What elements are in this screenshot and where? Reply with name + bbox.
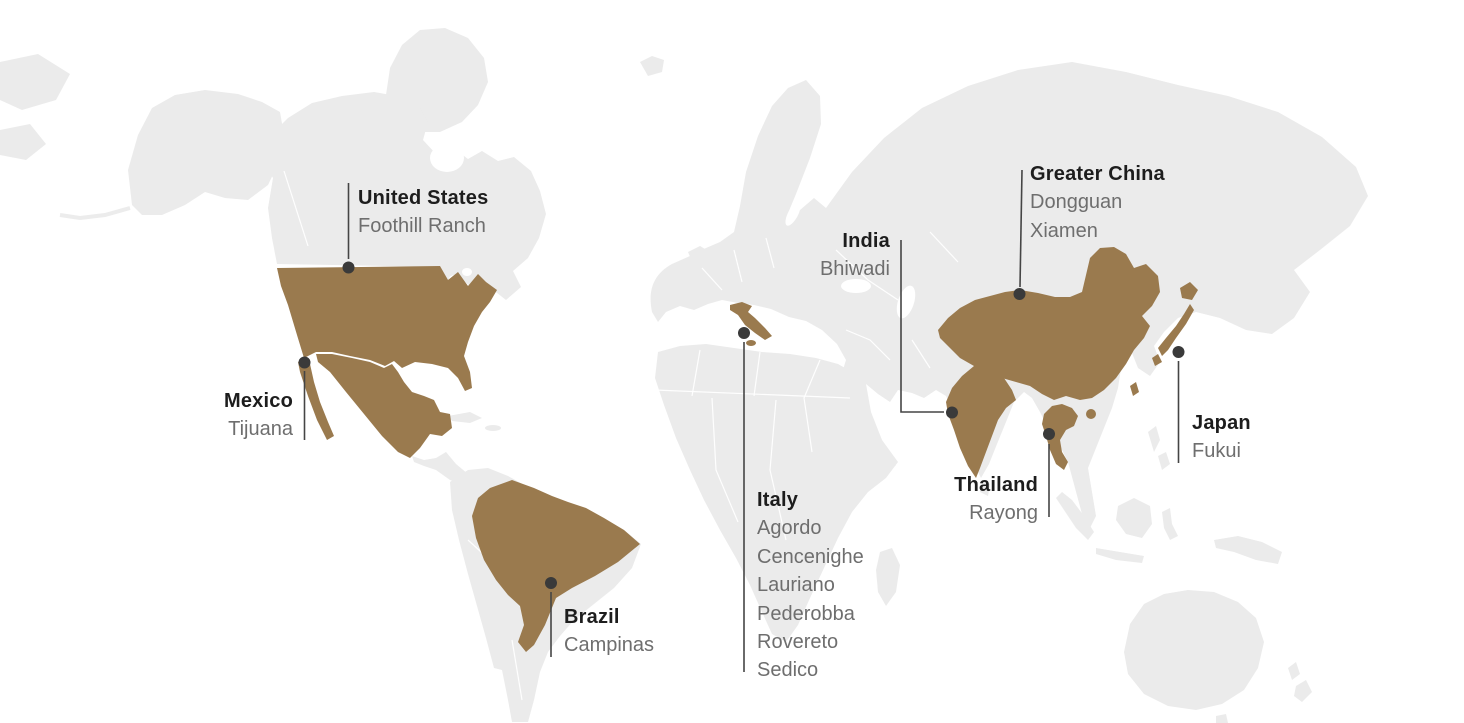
leader-line-greater-china	[1019, 169, 1023, 288]
map-continents	[0, 28, 1368, 723]
map-china-shape	[938, 247, 1160, 400]
label-mexico: Mexico Tijuana	[93, 387, 293, 444]
map-new-guinea-shape	[1214, 536, 1282, 564]
map-baja-california-shape	[298, 360, 334, 440]
map-united-states-shape	[277, 266, 497, 391]
map-italy-shape	[730, 302, 772, 340]
country-label: Thailand	[954, 474, 1038, 496]
country-borders	[283, 170, 959, 701]
map-alaska-shape	[128, 90, 284, 215]
city-label: Xiamen	[1030, 219, 1098, 242]
map-japan-kyushu-shape	[1152, 354, 1162, 366]
map-taiwan-shape	[1130, 382, 1139, 396]
map-cuba-shape	[448, 412, 482, 423]
marker-brazil	[545, 577, 557, 589]
marker-italy	[738, 327, 750, 339]
map-uk-shape	[688, 246, 712, 290]
map-borneo-shape	[1116, 498, 1152, 538]
city-label: Bhiwadi	[819, 258, 890, 281]
marker-thailand	[1043, 428, 1055, 440]
map-india-shape	[946, 360, 1016, 478]
country-label: United States	[358, 187, 489, 209]
label-thailand: Thailand Rayong	[838, 471, 1038, 528]
country-label: Italy	[757, 489, 799, 511]
country-label: India	[842, 230, 890, 252]
marker-india	[946, 406, 958, 419]
map-sumatra-shape	[1056, 492, 1094, 540]
city-label: Fukui	[1192, 440, 1241, 463]
map-hispaniola-shape	[485, 425, 501, 431]
map-brazil-shape	[472, 480, 640, 652]
label-japan: Japan Fukui	[1192, 409, 1251, 466]
country-label: Japan	[1192, 412, 1251, 434]
label-united-states: United States Foothill Ranch	[358, 184, 488, 241]
map-sulawesi-shape	[1162, 508, 1178, 540]
city-label: Pederobba	[757, 602, 855, 625]
city-label: Rovereto	[757, 631, 839, 654]
leader-line-india	[900, 240, 944, 413]
label-india: India Bhiwadi	[690, 227, 890, 284]
map-black-sea	[841, 279, 871, 293]
marker-greater-china	[1013, 288, 1026, 300]
location-markers	[298, 261, 1185, 589]
city-label: Lauriano	[757, 574, 835, 597]
map-chukotka-shape-2	[0, 124, 46, 160]
label-greater-china: Greater China Dongguan Xiamen	[1030, 160, 1165, 245]
map-new-zealand-shape-2	[1294, 680, 1312, 702]
country-label: Greater China	[1030, 163, 1165, 185]
city-label: Tijuana	[228, 418, 293, 441]
city-label: Agordo	[757, 517, 822, 540]
map-japan-hokkaido-shape	[1180, 282, 1198, 300]
marker-japan	[1172, 346, 1185, 358]
map-thailand-shape	[1042, 404, 1078, 470]
leader-lines	[303, 169, 1180, 672]
map-hudson-bay	[430, 144, 464, 172]
label-italy: Italy Agordo Cencenighe Lauriano Pederob…	[757, 486, 864, 685]
map-mexico-shape	[316, 354, 452, 458]
map-hainan-shape	[1086, 409, 1096, 419]
map-baltic-sea	[785, 202, 801, 226]
map-highlighted-countries	[277, 247, 1198, 652]
country-label: Brazil	[564, 606, 620, 628]
map-africa-shape	[655, 344, 898, 642]
map-japan-honshu-shape	[1158, 304, 1194, 356]
map-sicily-shape	[746, 340, 756, 346]
label-brazil: Brazil Campinas	[564, 603, 654, 660]
map-java-shape	[1096, 548, 1144, 563]
country-label: Mexico	[223, 390, 293, 412]
city-label: Sedico	[757, 659, 819, 682]
city-label: Cencenighe	[757, 545, 864, 568]
map-great-lake	[462, 268, 472, 276]
map-new-zealand-shape	[1288, 662, 1300, 680]
map-madagascar-shape	[876, 548, 900, 606]
map-philippines-shape	[1148, 426, 1160, 452]
marker-united-states	[342, 261, 355, 274]
city-label: Foothill Ranch	[358, 215, 486, 238]
map-aleutians-line	[59, 206, 131, 221]
city-label: Campinas	[564, 634, 655, 657]
marker-mexico	[298, 356, 311, 369]
map-central-america-shape	[412, 452, 468, 486]
map-iceland-shape	[640, 56, 664, 76]
map-philippines-shape-2	[1158, 452, 1170, 470]
map-chukotka-shape	[0, 54, 70, 110]
city-label: Dongguan	[1030, 191, 1123, 214]
map-australia-shape	[1124, 590, 1264, 710]
map-tasmania-shape	[1216, 714, 1228, 723]
map-canada-shape	[262, 92, 546, 300]
map-sri-lanka-shape	[980, 480, 990, 496]
map-ireland-shape	[673, 263, 690, 282]
city-label: Rayong	[969, 502, 1038, 525]
